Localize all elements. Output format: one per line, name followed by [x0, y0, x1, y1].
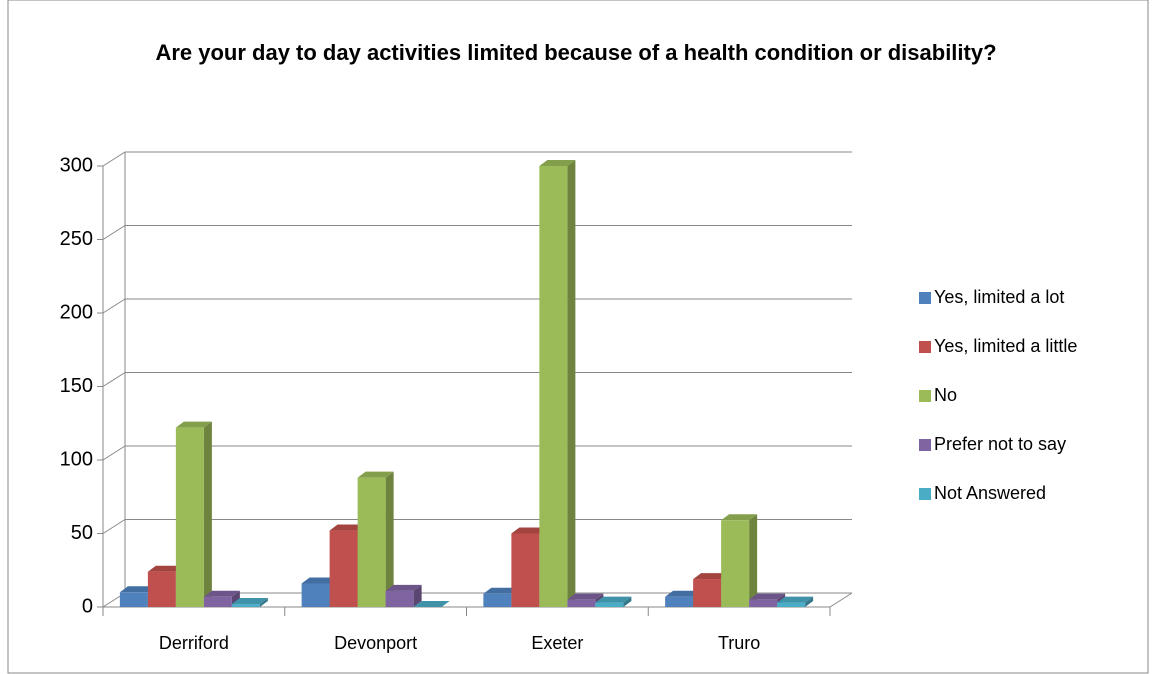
- bar-front: [721, 520, 750, 607]
- y-tick-label: 0: [82, 595, 93, 617]
- bar-front: [357, 477, 386, 607]
- bar: [595, 596, 632, 607]
- y-tick-label: 150: [60, 375, 93, 397]
- legend-label: Not Answered: [934, 483, 1046, 503]
- grid-line-side: [102, 372, 126, 387]
- bar-side: [623, 596, 632, 607]
- bar: [539, 160, 576, 607]
- legend-label: Prefer not to say: [934, 434, 1066, 454]
- y-tick-label: 300: [60, 154, 93, 176]
- bar-front: [567, 599, 596, 607]
- bar-side: [259, 598, 268, 607]
- y-tick-label: 50: [71, 522, 93, 544]
- bar-front: [483, 593, 512, 607]
- bar-top: [749, 593, 786, 600]
- bar-top: [357, 471, 394, 478]
- bar-top: [665, 590, 702, 597]
- bar-side: [413, 584, 422, 607]
- bar-front: [175, 427, 204, 607]
- bar: [385, 584, 422, 607]
- grid-line-side: [102, 519, 126, 534]
- bar: [357, 471, 394, 607]
- bar-front: [777, 602, 806, 607]
- bar-front: [385, 590, 414, 607]
- bar-top: [567, 593, 604, 600]
- legend-label: Yes, limited a lot: [934, 287, 1064, 307]
- y-tick-label: 100: [60, 448, 93, 470]
- bar-top: [119, 586, 156, 593]
- y-tick-label: 200: [60, 301, 93, 323]
- bar-top: [413, 601, 450, 607]
- x-tick-label: Derriford: [159, 633, 229, 653]
- grid-line-side: [102, 151, 126, 167]
- bar: [175, 421, 212, 607]
- bar-top: [511, 527, 548, 534]
- bar: [413, 601, 450, 607]
- bar-top: [777, 596, 814, 603]
- legend-swatch: [919, 488, 931, 500]
- y-tick-label: 250: [60, 228, 93, 250]
- bar-front: [665, 596, 694, 607]
- bar-side: [805, 596, 814, 607]
- bar-front: [119, 592, 148, 607]
- bar-side: [203, 421, 212, 607]
- bar-top: [231, 598, 268, 605]
- x-tick-label: Exeter: [531, 633, 583, 653]
- bar-front: [595, 602, 624, 607]
- grid-line-side: [102, 298, 126, 314]
- bar-front: [539, 166, 568, 607]
- frame: [7, 0, 1149, 674]
- bar-top: [329, 524, 366, 531]
- bar-front: [147, 571, 176, 607]
- bar: [777, 596, 814, 607]
- bar-top: [147, 565, 184, 572]
- bar-top: [721, 514, 758, 521]
- bar-front: [329, 530, 358, 607]
- bar-front: [749, 599, 778, 607]
- bar-top: [539, 160, 576, 166]
- legend-label: Yes, limited a little: [934, 336, 1077, 356]
- bar: [721, 514, 758, 607]
- legend-label: No: [934, 385, 957, 405]
- bar-side: [749, 514, 758, 607]
- legend-swatch: [919, 439, 931, 451]
- bar-top: [175, 421, 212, 428]
- bar-top: [385, 584, 422, 591]
- legend-swatch: [919, 292, 931, 304]
- bar-top: [301, 577, 338, 584]
- bar-top: [483, 587, 520, 594]
- chart-title: Are your day to day activities limited b…: [155, 40, 997, 65]
- bar-top: [203, 590, 240, 597]
- grid-line-side: [102, 225, 126, 240]
- bar-front: [203, 596, 232, 607]
- x-tick-label: Truro: [718, 633, 760, 653]
- bar-front: [511, 533, 540, 607]
- bar-front: [301, 583, 330, 607]
- bar-side: [385, 471, 394, 607]
- bar: [231, 598, 268, 607]
- bar-side: [567, 160, 576, 607]
- grid-line-side: [102, 445, 126, 461]
- bar-front: [231, 604, 260, 607]
- bar-top: [693, 573, 730, 580]
- bar-front: [693, 579, 722, 607]
- x-tick-label: Devonport: [334, 633, 417, 653]
- legend-swatch: [919, 341, 931, 353]
- floor-right: [829, 592, 853, 608]
- bar-top: [595, 596, 632, 603]
- legend-swatch: [919, 390, 931, 402]
